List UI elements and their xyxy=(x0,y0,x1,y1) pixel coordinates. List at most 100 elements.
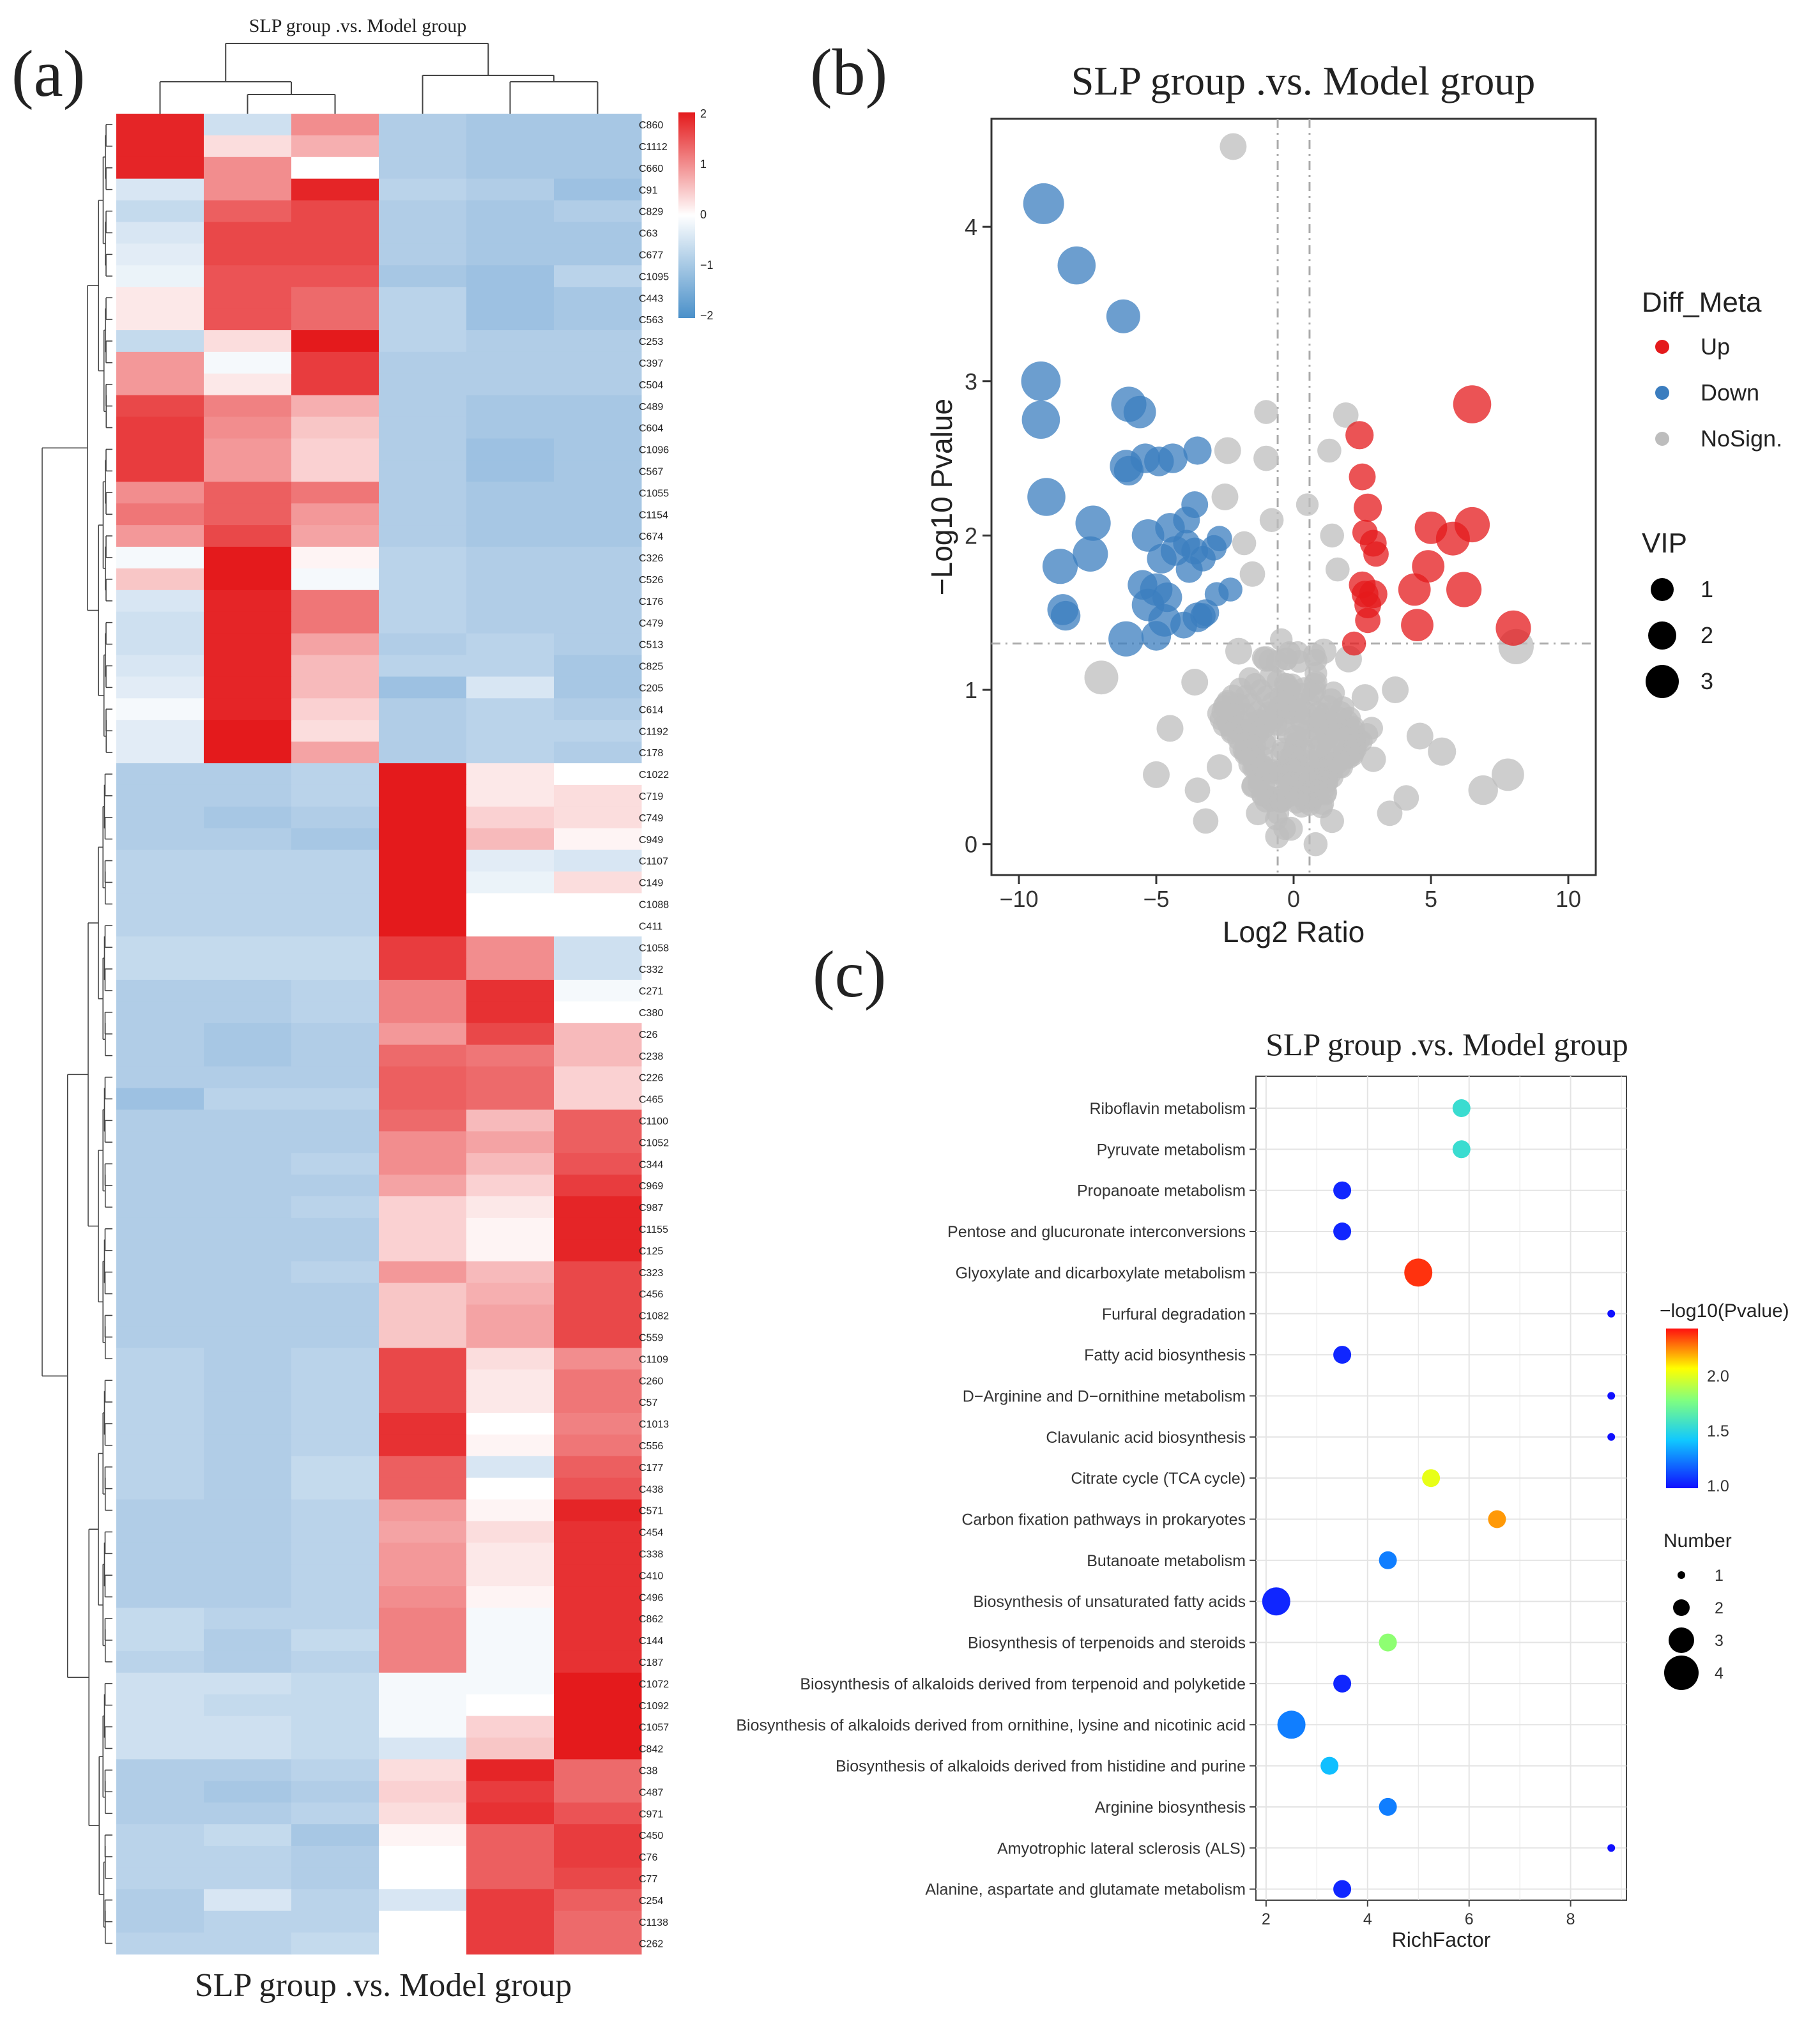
heatmap-cell xyxy=(466,590,554,613)
heatmap-cell xyxy=(204,287,292,309)
heatmap-cell xyxy=(291,1304,379,1327)
heatmap-cell xyxy=(466,1369,554,1392)
legend-swatch xyxy=(1655,432,1669,446)
heatmap-cell xyxy=(204,1694,292,1717)
heatmap-cell xyxy=(554,980,642,1002)
heatmap-cell xyxy=(291,330,379,353)
panel-label-a: (a) xyxy=(11,37,85,110)
pathway-label: Pyruvate metabolism xyxy=(1097,1141,1246,1159)
heatmap-row-label: C1088 xyxy=(639,900,669,911)
heatmap-cell xyxy=(554,287,642,309)
heatmap-cell xyxy=(116,1586,204,1608)
heatmap-cell xyxy=(116,114,204,136)
heatmap-cell xyxy=(291,1196,379,1219)
heatmap-cell xyxy=(291,1932,379,1955)
heatmap-cell xyxy=(379,568,467,591)
heatmap-cell xyxy=(379,1175,467,1197)
heatmap-row-label: C187 xyxy=(639,1657,663,1668)
heatmap-cell xyxy=(379,351,467,374)
heatmap-row-label: C479 xyxy=(639,618,663,629)
heatmap-cell xyxy=(116,200,204,223)
heatmap-row-label: C489 xyxy=(639,402,663,413)
heatmap-cell xyxy=(379,1131,467,1154)
heatmap-cell xyxy=(554,1261,642,1284)
legend-label: 3 xyxy=(1701,668,1713,694)
enrichment-point xyxy=(1607,1392,1616,1400)
heatmap-cell xyxy=(379,178,467,201)
heatmap-cell xyxy=(291,1672,379,1695)
enrichment-pathway-labels: Riboflavin metabolism Pyruvate metabolism… xyxy=(736,1100,1256,1899)
heatmap-cell xyxy=(291,849,379,872)
heatmap-cell xyxy=(466,1521,554,1543)
heatmap-cell xyxy=(379,1153,467,1175)
heatmap-cell xyxy=(116,243,204,266)
heatmap-cell xyxy=(554,330,642,353)
heatmap-cell xyxy=(116,568,204,591)
heatmap-row-label: C987 xyxy=(639,1203,663,1214)
heatmap-cell xyxy=(554,460,642,482)
volcano-point-nosign xyxy=(1292,677,1318,703)
heatmap-cell xyxy=(466,178,554,201)
volcano-point-down xyxy=(1147,544,1177,574)
enrichment-points xyxy=(1262,1099,1616,1898)
heatmap-cell xyxy=(466,1824,554,1847)
heatmap-row-label: C38 xyxy=(639,1766,657,1777)
heatmap-cell xyxy=(466,1759,554,1781)
heatmap-cell xyxy=(466,1217,554,1240)
heatmap-cell xyxy=(204,1499,292,1522)
legend-size-swatch xyxy=(1651,578,1674,601)
heatmap-cell xyxy=(379,1456,467,1479)
heatmap-cell xyxy=(466,871,554,894)
heatmap-cell xyxy=(379,1889,467,1912)
pathway-label: Clavulanic acid biosynthesis xyxy=(1046,1429,1246,1447)
heatmap-cell xyxy=(379,849,467,872)
volcano-point-nosign xyxy=(1214,437,1241,464)
heatmap-cell xyxy=(554,1759,642,1781)
volcano-point-nosign xyxy=(1360,746,1386,772)
enrichment-point xyxy=(1607,1844,1616,1852)
enrichment-point xyxy=(1607,1309,1616,1318)
heatmap-row-label: C719 xyxy=(639,791,663,802)
heatmap-cell xyxy=(466,265,554,287)
heatmap-row-label: C344 xyxy=(639,1159,663,1170)
heatmap-cell xyxy=(291,243,379,266)
heatmap-cell xyxy=(291,308,379,331)
heatmap-cell xyxy=(204,806,292,829)
heatmap-cell xyxy=(204,265,292,287)
heatmap-cell xyxy=(116,1217,204,1240)
heatmap-cell xyxy=(379,482,467,504)
volcano-point-nosign xyxy=(1317,438,1342,463)
x-tick-label: 0 xyxy=(1287,886,1300,912)
heatmap-cell xyxy=(116,525,204,547)
heatmap-colorbar-tick: 2 xyxy=(700,107,707,120)
heatmap-cell xyxy=(291,265,379,287)
heatmap-cell xyxy=(204,438,292,461)
heatmap-cell xyxy=(291,590,379,613)
heatmap-cell xyxy=(116,893,204,915)
heatmap-cell xyxy=(466,460,554,482)
volcano-point-up xyxy=(1354,493,1382,522)
heatmap-cell xyxy=(204,1629,292,1652)
x-tick-label: 5 xyxy=(1425,886,1437,912)
heatmap-cell xyxy=(379,1802,467,1825)
heatmap-cell xyxy=(116,936,204,959)
heatmap-cell xyxy=(291,1694,379,1717)
heatmap-cell xyxy=(116,330,204,353)
pathway-label: Citrate cycle (TCA cycle) xyxy=(1071,1470,1246,1488)
heatmap-cell xyxy=(466,1283,554,1306)
heatmap-cell xyxy=(554,1564,642,1587)
volcano-point-up xyxy=(1363,541,1389,567)
heatmap-cell xyxy=(291,1456,379,1479)
heatmap-cell xyxy=(204,1824,292,1847)
heatmap-row-label: C262 xyxy=(639,1939,663,1950)
heatmap-cell xyxy=(291,1217,379,1240)
heatmap-cell xyxy=(291,1521,379,1543)
heatmap-cell xyxy=(204,1413,292,1435)
heatmap-cell xyxy=(466,1304,554,1327)
heatmap-row-label: C563 xyxy=(639,315,663,326)
heatmap-row-label: C749 xyxy=(639,813,663,824)
heatmap-cell xyxy=(379,395,467,418)
heatmap-cell xyxy=(554,958,642,980)
heatmap-cell xyxy=(554,893,642,915)
heatmap-cell xyxy=(291,351,379,374)
